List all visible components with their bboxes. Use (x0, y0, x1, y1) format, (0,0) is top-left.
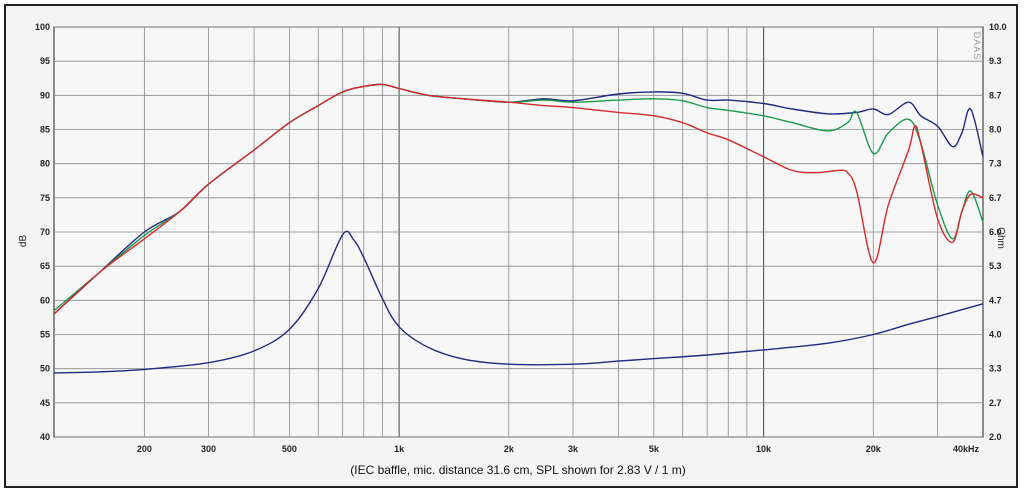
y-right-tick-label: 6.0 (989, 227, 1002, 237)
chart-frame: 40 45 50 55 60 65 70 75 80 85 90 95 100 2.0 2.7 3.3 4.0… (4, 4, 1018, 488)
y-right-tick-label: 8.0 (989, 125, 1002, 135)
y-left-tick-label: 95 (40, 56, 50, 66)
x-tick-label: 500 (282, 444, 297, 454)
spl-curve-3 (53, 83, 984, 315)
y-left-tick-label: 90 (40, 90, 50, 100)
chart-caption: (IEC baffle, mic. distance 31.6 cm, SPL … (350, 463, 685, 477)
y-right-tick-label: 7.3 (989, 159, 1002, 169)
left-axis-ticks: 40 45 50 55 60 65 70 75 80 85 90 95 100 (35, 22, 50, 442)
y-right-tick-label: 8.7 (989, 90, 1002, 100)
y-left-tick-label: 100 (35, 22, 50, 32)
y-right-tick-label: 6.7 (989, 193, 1002, 203)
x-tick-label: 20k (866, 444, 882, 454)
y-right-tick-label: 2.7 (989, 398, 1002, 408)
y-right-axis-label: Ohm (995, 227, 1006, 249)
x-axis-ticks: 200 300 500 1k 2k 3k 5k 10k 20k 40kHz (137, 444, 980, 454)
x-tick-label: 5k (649, 444, 660, 454)
frequency-response-chart: 40 45 50 55 60 65 70 75 80 85 90 95 100 2.0 2.7 3.3 4.0… (18, 22, 1007, 477)
x-tick-label: 40kHz (953, 444, 980, 454)
y-left-tick-label: 45 (40, 398, 50, 408)
y-right-tick-label: 3.3 (989, 364, 1002, 374)
grid (54, 26, 983, 438)
x-tick-label: 10k (756, 444, 772, 454)
y-left-tick-label: 80 (40, 159, 50, 169)
y-left-tick-label: 50 (40, 364, 50, 374)
right-axis-ticks: 2.0 2.7 3.3 4.0 4.7 5.3 6.0 6.7 7.3 8.0 8.7 9.3 10.0 (989, 22, 1007, 442)
y-left-tick-label: 75 (40, 193, 50, 203)
y-right-tick-label: 4.7 (989, 295, 1002, 305)
y-left-tick-label: 40 (40, 432, 50, 442)
y-left-tick-label: 65 (40, 261, 50, 271)
y-left-tick-label: 60 (40, 295, 50, 305)
y-left-axis-label: dB (18, 235, 29, 248)
x-tick-label: 200 (137, 444, 152, 454)
x-tick-label: 3k (568, 444, 579, 454)
y-right-tick-label: 9.3 (989, 56, 1002, 66)
y-left-tick-label: 85 (40, 125, 50, 135)
x-tick-label: 300 (201, 444, 216, 454)
impedance-curve (53, 230, 984, 374)
y-right-tick-label: 2.0 (989, 432, 1002, 442)
y-right-tick-label: 4.0 (989, 330, 1002, 340)
y-right-tick-label: 10.0 (989, 22, 1007, 32)
x-tick-label: 2k (504, 444, 515, 454)
x-tick-label: 1k (394, 444, 405, 454)
series-group (53, 83, 984, 374)
y-left-tick-label: 70 (40, 227, 50, 237)
y-left-tick-label: 55 (40, 330, 50, 340)
watermark: DAAS (972, 32, 982, 61)
y-right-tick-label: 5.3 (989, 261, 1002, 271)
